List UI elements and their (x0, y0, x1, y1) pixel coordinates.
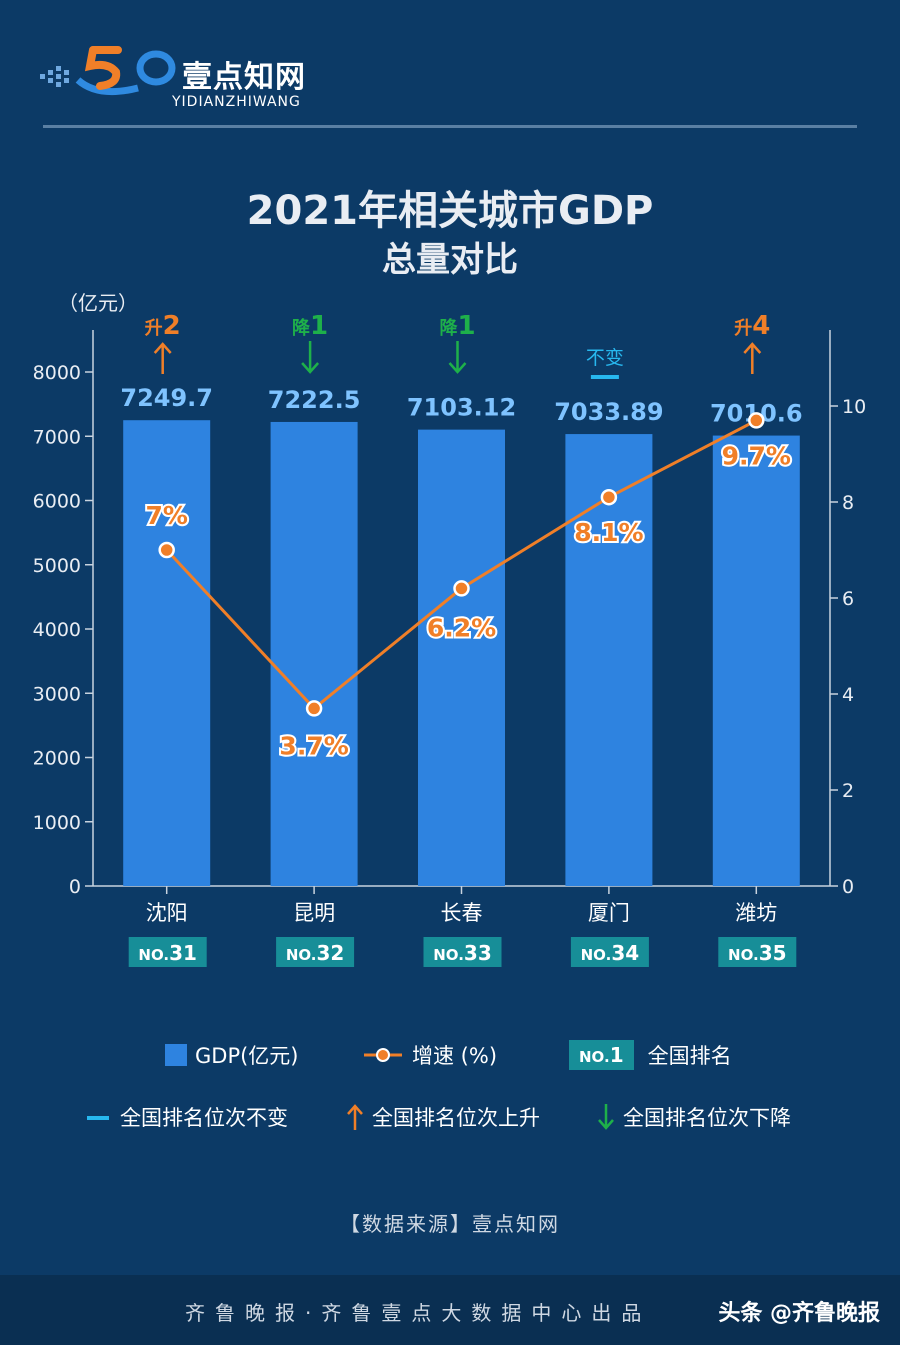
arrow-down-icon (301, 341, 320, 374)
arrow-up-icon (347, 1104, 363, 1130)
y2-tick-label: 10 (842, 396, 866, 418)
rank-change-label: 升2 (145, 311, 181, 341)
rank-badge-swatch: NO.1 (569, 1040, 634, 1070)
x-category-label: 厦门 (588, 901, 630, 925)
y-tick-label: 8000 (33, 362, 81, 384)
brand-name: 壹点知网 (182, 60, 306, 95)
rank-change-label: 降1 (292, 311, 328, 341)
brand-sub: YIDIANZHIWANG (172, 94, 301, 110)
rank-change-label: 不变 (586, 347, 624, 369)
rank-badge (718, 937, 797, 967)
growth-point (305, 700, 323, 717)
gdp-bar (270, 421, 358, 886)
rank-badge (423, 937, 502, 967)
legend-same: 全国排名位次不变 (86, 1102, 288, 1132)
y-tick-label: 4000 (33, 619, 81, 641)
y2-tick-label: 2 (842, 780, 854, 802)
growth-value-label: 8.1% (574, 518, 643, 547)
arrow-up-icon (743, 342, 762, 374)
chart-subtitle: 总量对比 (382, 240, 518, 280)
growth-value-label: 6.2% (427, 613, 496, 642)
rank-badge (128, 937, 207, 967)
growth-value-label: 7% (145, 501, 187, 530)
gdp-value-label: 7249.7 (120, 384, 213, 412)
y-tick-label: 7000 (33, 426, 81, 448)
arrow-up-icon (153, 342, 172, 374)
growth-point (453, 580, 470, 597)
rank-badge-prefix: NO. (579, 1048, 610, 1066)
data-source: 【数据来源】壹点知网 (340, 1212, 560, 1236)
legend-growth: 增速 (%) (362, 1040, 497, 1070)
y2-tick-label: 8 (842, 492, 854, 514)
gdp-chart: （亿元） 0 1000 2000 3000 4000 5000 6000 7000 8000 0 2 4… (33, 291, 866, 967)
rank-change-label: 降1 (439, 311, 475, 341)
y-tick-label: 3000 (33, 683, 81, 705)
growth-point (600, 488, 618, 506)
growth-value-label: 3.7% (279, 731, 348, 760)
legend-rank: NO.1 全国排名 (569, 1040, 732, 1070)
bar-swatch (165, 1044, 187, 1066)
legend-down-label: 全国排名位次下降 (623, 1106, 791, 1130)
line-swatch-icon (364, 1048, 402, 1062)
x-category-label: 昆明 (293, 901, 335, 925)
legend-down: 全国排名位次下降 (597, 1102, 791, 1132)
y2-tick-label: 4 (842, 684, 854, 706)
brand-logo (40, 46, 176, 96)
rank-badge-label: NO.32 (286, 941, 345, 965)
legend-gdp-label: GDP(亿元) (195, 1044, 299, 1068)
y-axis-unit-label: （亿元） (58, 291, 138, 315)
y-tick-label: 6000 (33, 491, 81, 513)
gdp-bar (712, 435, 800, 886)
x-category-label: 潍坊 (735, 901, 777, 925)
rank-badge-label: NO.33 (433, 941, 492, 965)
legend-up: 全国排名位次上升 (346, 1102, 540, 1132)
header-divider (43, 125, 857, 128)
footer-bar: 齐鲁晚报·齐鲁壹点大数据中心出品 头条 @齐鲁晚报 (0, 1275, 900, 1345)
y-tick-label: 1000 (33, 812, 81, 834)
chart-title: 2021年相关城市GDP (246, 188, 654, 234)
rank-change-label: 升4 (734, 311, 770, 341)
dash-icon (87, 1116, 109, 1120)
gdp-bar (123, 420, 211, 886)
growth-point (158, 541, 175, 559)
legend-gdp: GDP(亿元) (165, 1040, 299, 1070)
watermark: 头条 @齐鲁晚报 (718, 1301, 880, 1326)
rank-badge-label: NO.31 (138, 941, 197, 965)
y2-tick-label: 6 (842, 588, 854, 610)
y-tick-label: 2000 (33, 748, 81, 770)
rank-badge (570, 937, 649, 967)
arrow-down-icon (598, 1104, 614, 1130)
legend-rank-label: 全国排名 (647, 1044, 732, 1068)
gdp-bar (565, 434, 653, 886)
x-category-label: 长春 (441, 901, 483, 925)
rank-badge-label: NO.35 (728, 941, 787, 965)
rank-badge-label: NO.34 (581, 941, 640, 965)
gdp-value-label: 7103.12 (407, 394, 516, 422)
legend-same-label: 全国排名位次不变 (120, 1106, 288, 1130)
legend-up-label: 全国排名位次上升 (372, 1106, 540, 1130)
growth-point (748, 412, 765, 429)
rank-badge-num: 1 (609, 1043, 624, 1067)
rank-badge (276, 937, 355, 967)
gdp-bar (418, 429, 505, 886)
logo-pixel-dots (40, 66, 69, 87)
arrow-down-icon (448, 341, 467, 374)
footer-credit: 齐鲁晚报·齐鲁壹点大数据中心出品 (185, 1301, 652, 1325)
y-tick-label: 0 (69, 876, 81, 898)
gdp-value-label: 7222.5 (268, 386, 361, 414)
gdp-value-label: 7033.89 (554, 398, 663, 426)
x-category-label: 沈阳 (146, 901, 188, 925)
growth-value-label: 9.7% (722, 441, 791, 470)
y-tick-label: 5000 (33, 555, 81, 577)
y2-tick-label: 0 (842, 876, 854, 898)
legend-growth-label: 增速 (%) (412, 1044, 498, 1068)
